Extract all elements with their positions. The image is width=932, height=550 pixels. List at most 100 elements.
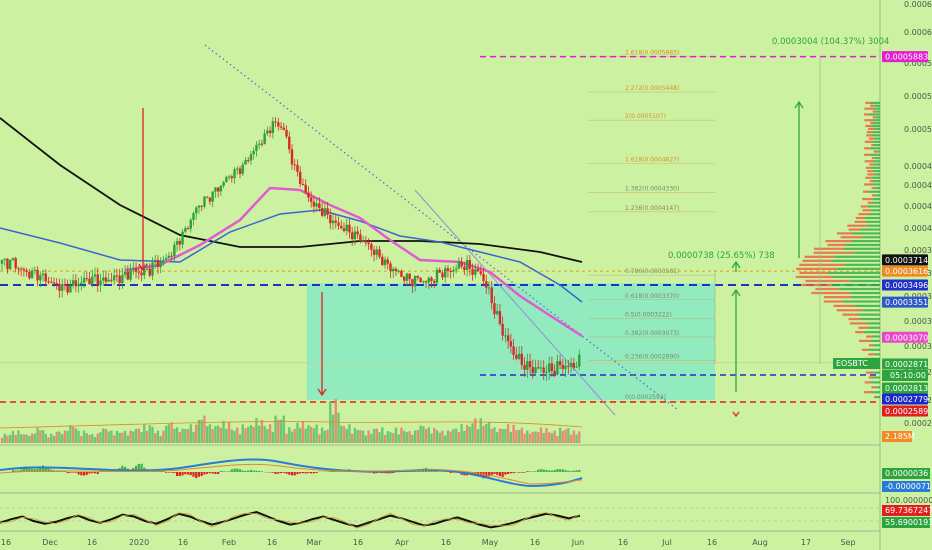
volume-profile-bar xyxy=(873,180,880,183)
macd-histogram-bar xyxy=(471,472,474,475)
volume-bar xyxy=(102,428,105,443)
volume-profile-bar xyxy=(870,104,875,107)
macd-histogram-bar xyxy=(93,472,97,474)
volume-profile-bar xyxy=(870,147,880,150)
fib-label: 2(0.0005107) xyxy=(625,113,666,120)
volume-profile-bar xyxy=(796,267,837,270)
volume-bar xyxy=(71,426,75,443)
macd-histogram-bar xyxy=(301,472,305,474)
candle-body xyxy=(422,281,425,283)
macd-histogram-bar xyxy=(496,472,499,475)
candle-body xyxy=(485,281,488,288)
price-tag-bg xyxy=(882,405,928,417)
trendline-thin[interactable] xyxy=(414,189,616,416)
candle-body xyxy=(274,121,277,123)
volume-bar xyxy=(307,425,310,443)
price-tag: 0.0002813 xyxy=(885,384,928,393)
macd-histogram-bar xyxy=(504,472,507,475)
trendline-dotted[interactable] xyxy=(204,44,679,411)
volume-profile-bar xyxy=(869,180,874,183)
volume-bar xyxy=(19,434,23,443)
volume-bar xyxy=(80,436,83,443)
volume-bar xyxy=(493,427,496,443)
volume-bar xyxy=(233,430,236,443)
macd-histogram-bar xyxy=(285,472,288,474)
volume-bar xyxy=(383,434,387,443)
volume-bar xyxy=(367,430,370,443)
price-tag: 0.0003496 xyxy=(885,281,928,290)
volume-profile-bar xyxy=(868,326,880,329)
macd-histogram-bar xyxy=(22,466,25,472)
macd-histogram-bar xyxy=(249,469,253,472)
volume-profile-bar xyxy=(872,140,880,143)
volume-profile-bar xyxy=(847,224,868,227)
macd-histogram-bar xyxy=(41,465,45,472)
volume-profile-bar xyxy=(876,396,880,399)
volume-bar xyxy=(173,428,176,443)
candle-body xyxy=(309,197,313,202)
candle-body xyxy=(372,249,376,255)
macd-histogram-bar xyxy=(186,472,190,475)
x-tick-label: Sep xyxy=(840,538,855,547)
candle-body xyxy=(370,244,373,250)
candle-body xyxy=(498,311,502,324)
volume-bar xyxy=(375,428,379,443)
volume-profile-bar xyxy=(869,163,875,166)
candle-body xyxy=(329,214,332,224)
macd-histogram-bar xyxy=(528,471,532,472)
macd-histogram-bar xyxy=(258,470,261,472)
price-tag-bg xyxy=(882,254,928,266)
x-tick-label: 16 xyxy=(618,538,628,547)
candle-body xyxy=(96,274,99,286)
macd-histogram-bar xyxy=(550,470,554,472)
x-tick-label: Jul xyxy=(661,538,672,547)
volume-bar xyxy=(537,432,540,443)
volume-profile-bar xyxy=(871,156,875,160)
volume-profile-bar xyxy=(850,291,880,295)
candle-body xyxy=(539,367,543,369)
candle-body xyxy=(501,323,504,336)
candle-body xyxy=(91,276,94,285)
macd-histogram-bar xyxy=(36,468,39,472)
volume-profile-bar xyxy=(874,137,880,140)
volume-bar xyxy=(452,428,455,443)
volume-profile-bar xyxy=(795,275,834,279)
volume-profile-bar xyxy=(869,190,880,193)
candle-body xyxy=(353,231,357,240)
volume-bar xyxy=(364,435,368,443)
candle-body xyxy=(550,363,554,371)
volume-profile-bar xyxy=(868,348,880,351)
volume-bar xyxy=(531,431,534,443)
candle-body xyxy=(465,260,469,271)
y-tick-label: 0.0005400 xyxy=(904,92,932,101)
volume-bar xyxy=(14,434,17,443)
macd-histogram-bar xyxy=(435,470,439,472)
volume-bar xyxy=(112,435,116,443)
volume-profile-bar xyxy=(856,313,880,316)
price-tag: 0.0002779 xyxy=(885,395,928,404)
candle-body xyxy=(230,176,234,179)
volume-bar xyxy=(104,428,108,443)
candle-body xyxy=(493,303,496,315)
volume-bar xyxy=(164,425,168,443)
volume-bar xyxy=(30,433,34,443)
macd-histogram-bar xyxy=(567,470,570,472)
volume-bar xyxy=(309,426,313,443)
candle-body xyxy=(112,275,116,281)
macd-histogram-bar xyxy=(452,472,455,473)
macd-histogram-bar xyxy=(572,470,575,472)
macd-histogram-bar xyxy=(498,472,502,477)
candle-body xyxy=(438,269,441,273)
volume-profile-bar xyxy=(864,160,873,163)
volume-profile-bar xyxy=(823,296,851,299)
candle-body xyxy=(293,164,296,166)
candle-body xyxy=(449,270,452,272)
candle-body xyxy=(356,231,359,235)
candle-body xyxy=(561,365,565,369)
fib-label: 0.382(0.0003073) xyxy=(625,330,679,337)
volume-bar xyxy=(435,430,439,443)
volume-bar xyxy=(28,436,31,443)
volume-bar xyxy=(485,424,488,443)
